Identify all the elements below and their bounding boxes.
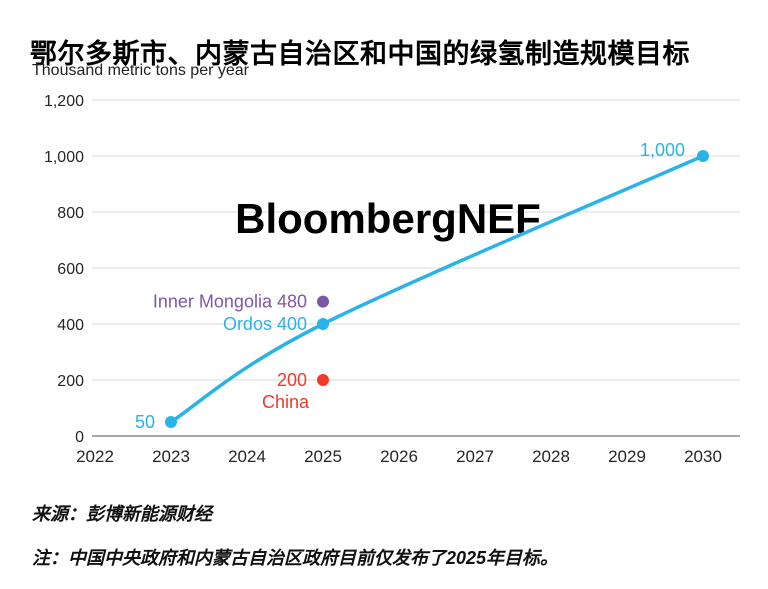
note-text: 注：中国中央政府和内蒙古自治区政府目前仅发布了2025年目标。 <box>32 548 559 568</box>
line-chart: 0 200 400 600 800 1,000 1,200 2022 2023 2024 2025 2… <box>44 93 740 466</box>
data-point <box>317 295 329 308</box>
y-tick-label: 800 <box>57 205 84 222</box>
x-tick-label: 2022 <box>76 447 114 466</box>
annotation-label: 50 <box>135 412 155 432</box>
y-tick-label: 0 <box>75 429 84 446</box>
y-tick-label: 1,200 <box>44 93 84 110</box>
x-tick-label: 2030 <box>684 447 722 466</box>
x-tick-label: 2028 <box>532 447 570 466</box>
watermark-text: BloombergNEF <box>235 195 541 242</box>
page-title: 鄂尔多斯市、内蒙古自治区和中国的绿氢制造规模目标 <box>30 39 690 70</box>
data-point <box>317 374 329 386</box>
units-label: Thousand metric tons per year <box>32 62 249 79</box>
y-tick-label: 600 <box>57 261 84 278</box>
x-tick-label: 2023 <box>152 447 190 466</box>
annotation-label: 200 <box>277 370 307 390</box>
x-tick-label: 2026 <box>380 447 418 466</box>
source-text: 来源：彭博新能源财经 <box>32 504 212 524</box>
annotation-label: Ordos 400 <box>223 314 307 334</box>
trend-line <box>169 154 705 424</box>
y-tick-label: 200 <box>57 373 84 390</box>
x-tick-label: 2025 <box>304 447 342 466</box>
annotation-label: China <box>262 392 310 412</box>
x-tick-label: 2024 <box>228 447 266 466</box>
annotation-label: 1,000 <box>640 140 685 160</box>
x-tick-label: 2027 <box>456 447 494 466</box>
data-point <box>697 150 709 162</box>
annotation-label: Inner Mongolia 480 <box>153 292 307 312</box>
y-tick-label: 400 <box>57 317 84 334</box>
data-point <box>165 416 177 428</box>
x-tick-label: 2029 <box>608 447 646 466</box>
y-tick-label: 1,000 <box>44 149 84 166</box>
data-point <box>317 318 329 330</box>
